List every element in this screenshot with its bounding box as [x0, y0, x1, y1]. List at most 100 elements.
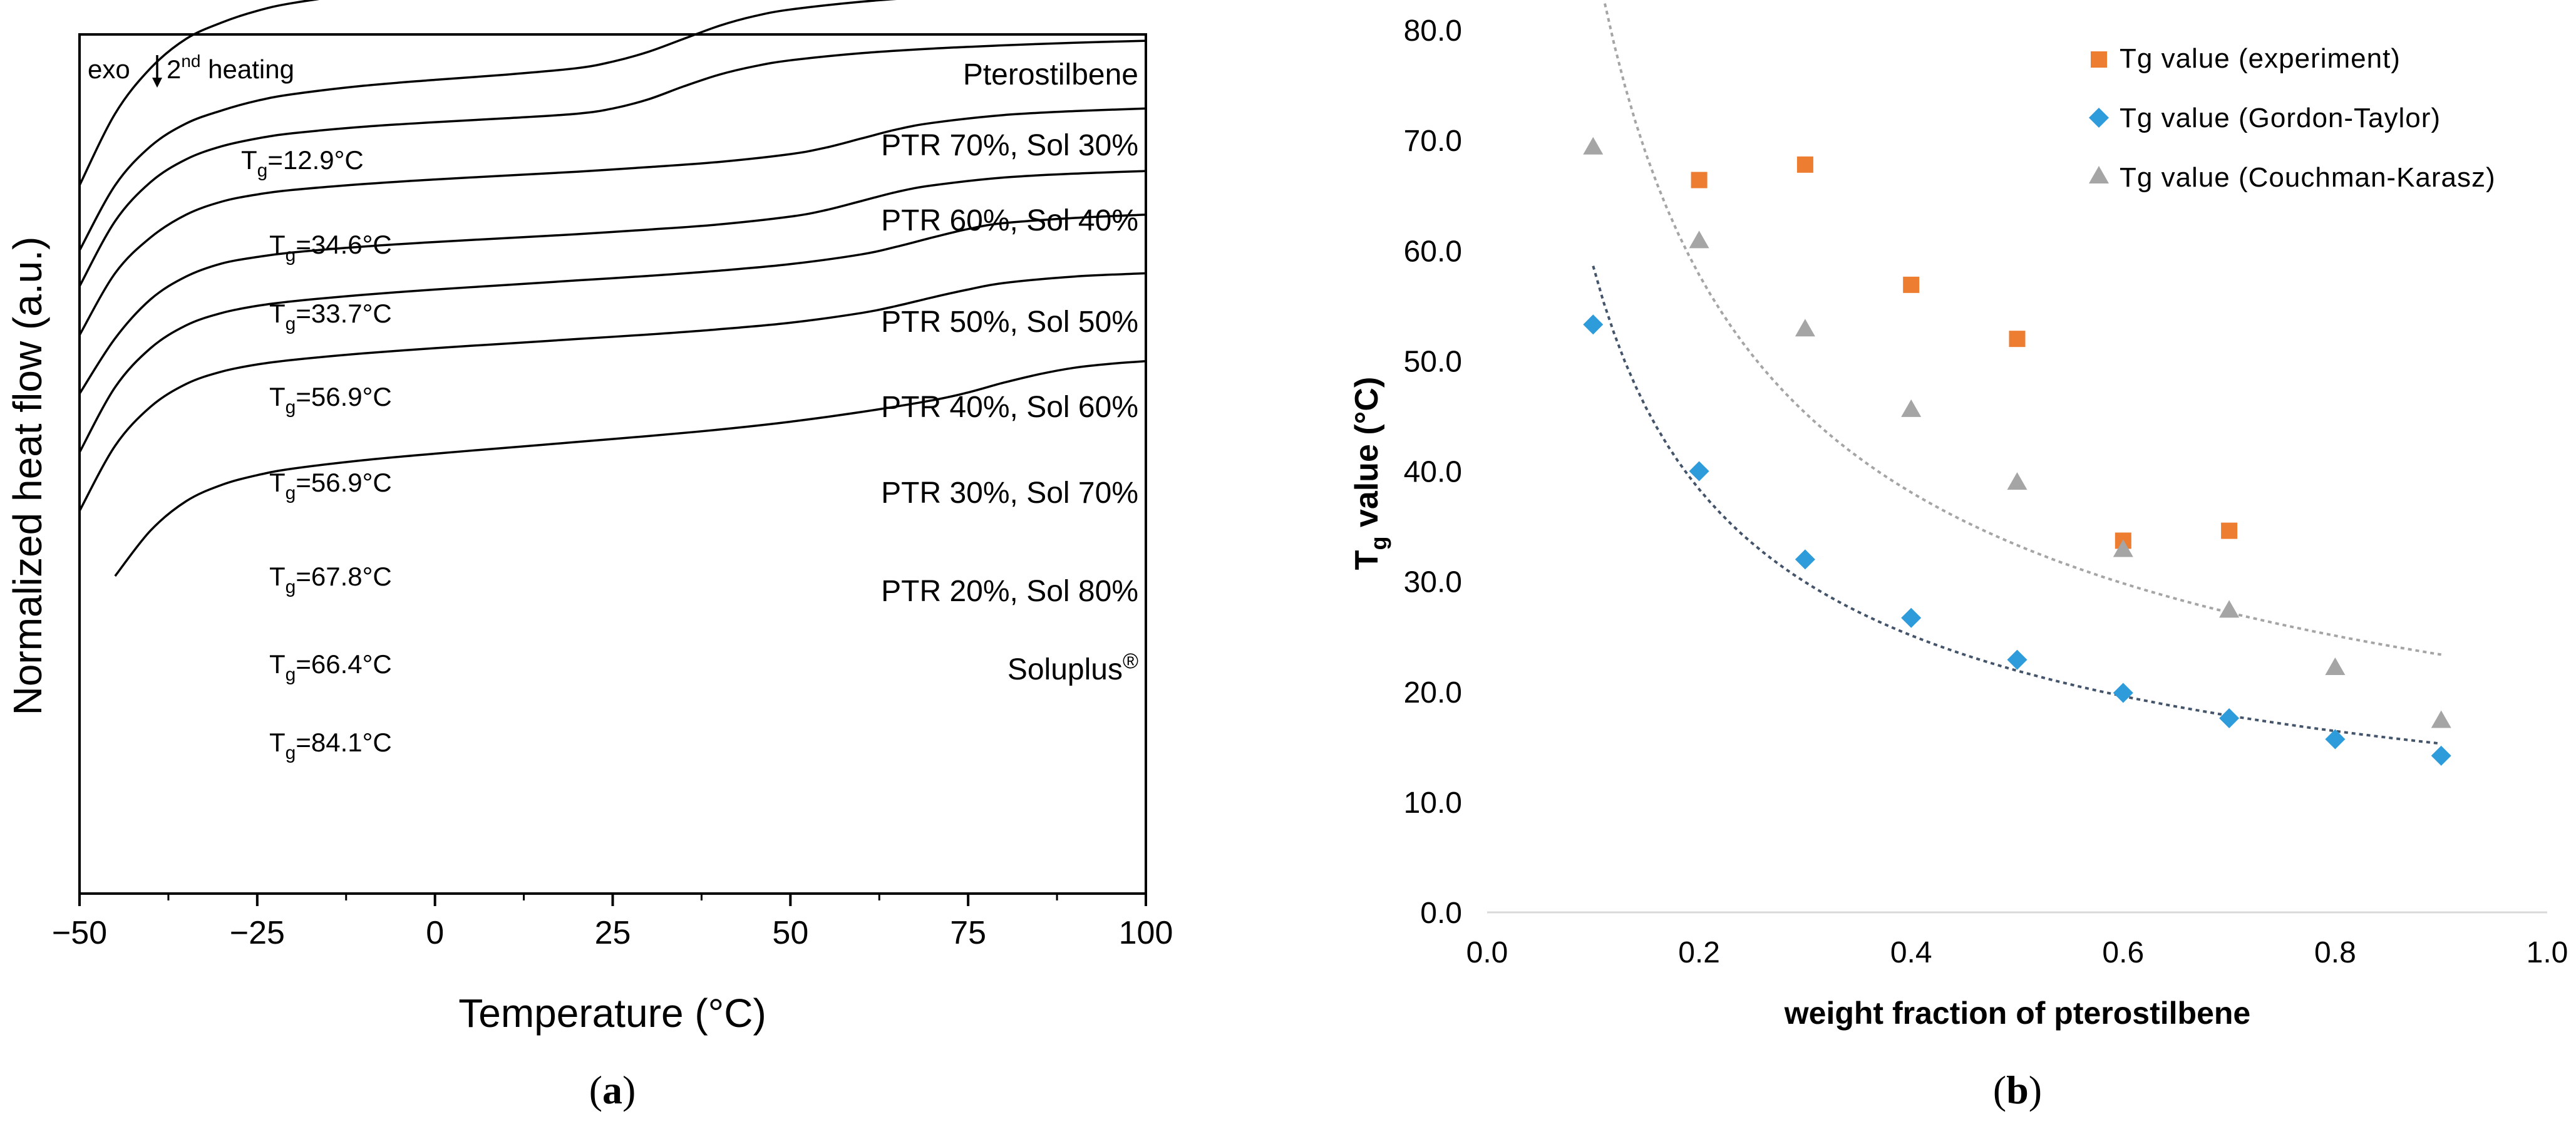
panel-b-points — [1583, 137, 2451, 766]
panel-b-x-tick-label: 0.8 — [2314, 936, 2356, 969]
panel-b-ticks: 0.0 10.0 20.0 30.0 40.0 50.0 60.0 70.0 80.0 0.0 0.… — [1404, 14, 2568, 969]
trendline-tg-value-couchman-karasz — [1602, 0, 2442, 656]
point-tg-value-couchman-karasz — [2325, 657, 2346, 676]
panel-a-label: (a) — [589, 1068, 636, 1112]
panel-a-y-axis-label: Normalized heat flow (a.u.) — [5, 237, 50, 716]
legend-marker-couchman-karasz — [2089, 166, 2109, 183]
series-name-ptr70: PTR 70%, Sol 30% — [881, 129, 1138, 162]
panel-b-x-tick-label: 0.4 — [1890, 936, 1932, 969]
series-name-ptr30: PTR 30%, Sol 70% — [881, 477, 1138, 510]
tg-label-soluplus: Tg=84.1°C — [269, 728, 392, 763]
panel-a-x-tick-label: −25 — [230, 915, 285, 951]
point-tg-value-gordon-taylor — [2431, 745, 2451, 766]
point-tg-value-couchman-karasz — [2431, 710, 2451, 728]
dsc-curve-ptr-50-sol-50 — [78, 107, 1146, 336]
panel-a-frame — [78, 33, 1147, 895]
panel-b-label: (b) — [1993, 1068, 2042, 1112]
dsc-curve-ptr-40-sol-60 — [78, 170, 1146, 394]
tg-label-ptr30: Tg=67.8°C — [269, 562, 392, 597]
point-tg-value-experiment — [2221, 522, 2238, 539]
panel-b-y-tick-label: 10.0 — [1404, 786, 1462, 820]
panel-a-x-ticks: −50 −25 0 25 50 75 100 — [52, 894, 1173, 951]
legend-label-couchman-karasz: Tg value (Couchman-Karasz) — [2120, 162, 2496, 193]
dsc-curve-ptr-30-sol-70 — [78, 214, 1146, 453]
point-tg-value-gordon-taylor — [2113, 683, 2133, 703]
panel-b-y-tick-label: 50.0 — [1404, 345, 1462, 378]
panel-b-y-tick-label: 60.0 — [1404, 235, 1462, 268]
trendline-tg-value-gordon-taylor — [1592, 266, 2441, 745]
legend-label-gordon-taylor: Tg value (Gordon-Taylor) — [2120, 103, 2441, 133]
heating-word: heating — [201, 54, 294, 84]
panel-b-x-tick-label: 0.2 — [1678, 936, 1720, 969]
point-tg-value-experiment — [1903, 276, 1920, 293]
point-tg-value-experiment — [1691, 172, 1708, 188]
point-tg-value-gordon-taylor — [2219, 708, 2240, 729]
dsc-curve-ptr-70-sol-30 — [78, 0, 897, 251]
legend-label-experiment: Tg value (experiment) — [2120, 43, 2401, 74]
point-tg-value-couchman-karasz — [1795, 319, 1815, 337]
series-name-soluplus: Soluplus® — [1007, 649, 1138, 686]
panel-b-y-tick-label: 70.0 — [1404, 125, 1462, 158]
soluplus-registered-mark: ® — [1123, 649, 1138, 673]
point-tg-value-couchman-karasz — [2113, 539, 2133, 557]
dsc-curve-soluplus — [114, 360, 1146, 577]
panel-b-x-tick-label: 1.0 — [2527, 936, 2568, 969]
tg-label-ptr60: Tg=33.7°C — [269, 299, 392, 334]
heating-annotation: exo 2nd heating — [88, 51, 294, 88]
series-name-pterostilbene: Pterostilbene — [963, 58, 1138, 91]
panel-b-x-axis-label: weight fraction of pterostilbene — [1784, 996, 2250, 1031]
point-tg-value-couchman-karasz — [1583, 137, 1604, 155]
point-tg-value-gordon-taylor — [2325, 729, 2346, 750]
series-name-ptr40: PTR 40%, Sol 60% — [881, 391, 1138, 424]
point-tg-value-couchman-karasz — [2007, 472, 2027, 490]
panel-a-x-tick-label: 25 — [595, 915, 631, 951]
point-tg-value-experiment — [2009, 331, 2026, 348]
point-tg-value-couchman-karasz — [1901, 399, 1922, 417]
point-tg-value-gordon-taylor — [1583, 314, 1604, 335]
panel-b-y-tick-label: 80.0 — [1404, 14, 1462, 48]
panel-a-dsc-thermograms: −50 −25 0 25 50 75 100 Temperature (°C) Normal… — [5, 0, 1173, 1112]
point-tg-value-gordon-taylor — [1795, 549, 1815, 570]
panel-a-x-tick-label: 75 — [950, 915, 986, 951]
panel-b-y-axis-label: Tg value (°C) — [1349, 377, 1391, 570]
tg-label-pterostilbene: Tg=12.9°C — [241, 145, 364, 181]
legend-marker-experiment — [2091, 51, 2107, 68]
dsc-curves — [78, 0, 1146, 577]
panel-b-y-tick-label: 40.0 — [1404, 456, 1462, 489]
dsc-curve-pterostilbene — [78, 0, 320, 186]
series-name-ptr60: PTR 60%, Sol 40% — [881, 204, 1138, 237]
point-tg-value-experiment — [1796, 156, 1813, 173]
legend-marker-gordon-taylor — [2089, 108, 2109, 128]
panel-a-x-tick-label: 50 — [772, 915, 808, 951]
dsc-curve-ptr-60-sol-40 — [78, 39, 1146, 287]
panel-b-y-tick-label: 20.0 — [1404, 676, 1462, 709]
series-name-ptr20: PTR 20%, Sol 80% — [881, 575, 1138, 608]
point-tg-value-gordon-taylor — [2007, 649, 2027, 670]
legend: Tg value (experiment) Tg value (Gordon-T… — [2089, 43, 2496, 193]
panel-b-x-tick-label: 0.6 — [2102, 936, 2144, 969]
heating-order-suffix: nd — [181, 51, 200, 71]
tg-label-ptr70: Tg=34.6°C — [269, 230, 392, 266]
tg-label-ptr40: Tg=56.9°C — [269, 468, 392, 503]
point-tg-value-gordon-taylor — [1689, 461, 1709, 482]
series-name-ptr50: PTR 50%, Sol 50% — [881, 306, 1138, 339]
panel-a-x-tick-label: −50 — [52, 915, 107, 951]
point-tg-value-gordon-taylor — [1901, 607, 1922, 628]
svg-text:2nd heating: 2nd heating — [167, 51, 294, 84]
exo-label: exo — [88, 54, 130, 84]
dsc-curve-ptr-20-sol-80 — [78, 272, 1146, 512]
panel-a-x-tick-label: 100 — [1119, 915, 1173, 951]
panel-b-trendlines — [1592, 0, 2442, 745]
exo-arrow-head-icon — [152, 78, 162, 88]
point-tg-value-couchman-karasz — [2219, 600, 2240, 618]
point-tg-value-couchman-karasz — [1689, 230, 1709, 249]
panel-b-y-tick-label: 30.0 — [1404, 566, 1462, 599]
panel-b-y-tick-label: 0.0 — [1420, 897, 1462, 930]
tg-label-ptr50: Tg=56.9°C — [269, 382, 392, 418]
tg-label-ptr20: Tg=66.4°C — [269, 649, 392, 685]
soluplus-name: Soluplus — [1007, 653, 1123, 686]
heating-order: 2 — [167, 54, 181, 84]
panel-a-x-tick-label: 0 — [426, 915, 444, 951]
panel-a-x-axis-label: Temperature (°C) — [458, 991, 766, 1036]
